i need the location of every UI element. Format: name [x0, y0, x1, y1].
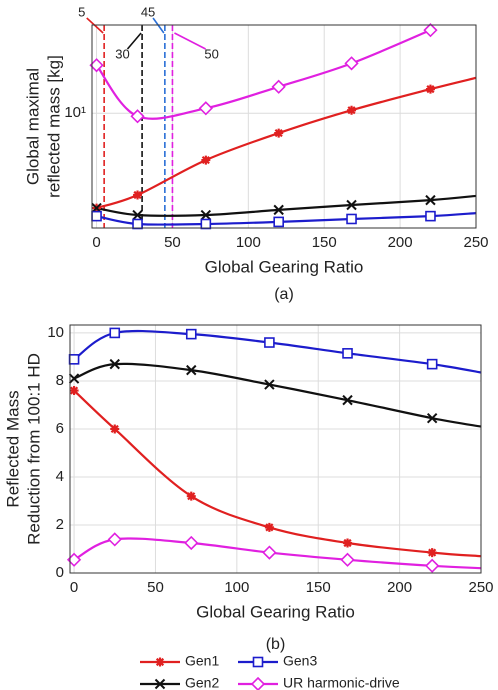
- y-tick-label: 2: [56, 516, 64, 533]
- x-tick-label: 250: [463, 234, 488, 251]
- x-tick-label: 200: [388, 234, 413, 251]
- marker: [426, 412, 438, 424]
- marker: [346, 213, 357, 225]
- marker: [264, 379, 275, 390]
- legend-marker: [154, 678, 166, 690]
- marker: [427, 548, 437, 558]
- legend-label: Gen3: [283, 653, 317, 669]
- legend-label: Gen1: [185, 653, 219, 669]
- x-tick-label: 0: [92, 234, 100, 251]
- legend-marker: [252, 656, 264, 668]
- marker: [133, 190, 143, 200]
- x-axis-label: Global Gearing Ratio: [205, 257, 364, 276]
- x-tick-label: 100: [236, 234, 261, 251]
- plot-frame: [69, 324, 482, 574]
- y-tick-label: 10¹: [64, 104, 86, 121]
- y-tick-label: 10: [47, 324, 64, 341]
- marker: [109, 327, 121, 339]
- plot-frame: [91, 24, 477, 229]
- marker: [344, 56, 359, 71]
- marker: [130, 109, 145, 124]
- annotation-label: 45: [141, 4, 155, 19]
- marker: [271, 79, 286, 94]
- marker: [132, 209, 143, 221]
- marker: [186, 491, 196, 501]
- marker: [342, 394, 353, 406]
- y-tick-label: 6: [56, 420, 64, 437]
- x-tick-label: 50: [147, 579, 164, 596]
- marker: [340, 552, 355, 567]
- marker: [342, 348, 353, 359]
- marker: [186, 364, 197, 376]
- x-tick-label: 250: [468, 579, 493, 596]
- marker: [68, 373, 80, 384]
- marker: [347, 105, 357, 115]
- marker: [273, 204, 284, 216]
- marker: [201, 155, 211, 165]
- marker: [426, 358, 438, 370]
- y-axis-label: Reflected Mass: [3, 390, 22, 507]
- marker: [343, 538, 353, 548]
- y-axis-label: Global maximal: [23, 68, 42, 185]
- marker: [200, 218, 212, 230]
- marker: [425, 194, 436, 206]
- plot-area: [92, 25, 476, 228]
- x-axis-label: Global Gearing Ratio: [196, 602, 355, 621]
- annotation-arrow: [126, 32, 142, 50]
- marker: [185, 328, 197, 340]
- y-axis-label: reflected mass [kg]: [44, 55, 63, 198]
- marker: [184, 535, 199, 551]
- x-tick-label: 0: [70, 579, 78, 596]
- marker: [198, 101, 213, 116]
- marker: [68, 354, 80, 365]
- marker: [425, 558, 440, 573]
- marker: [109, 358, 120, 370]
- marker: [89, 58, 104, 73]
- marker: [107, 532, 122, 547]
- marker: [264, 337, 275, 348]
- annotation-label: 50: [204, 46, 218, 61]
- y-tick-label: 8: [56, 372, 64, 389]
- marker: [91, 210, 102, 222]
- x-tick-label: 100: [224, 579, 249, 596]
- marker: [69, 386, 79, 396]
- marker: [132, 218, 143, 230]
- marker: [110, 424, 120, 434]
- legend-marker: [250, 676, 266, 690]
- annotation-label: 30: [115, 46, 129, 61]
- y-tick-label: 4: [56, 468, 64, 485]
- marker: [346, 199, 357, 211]
- plot-area: [70, 325, 481, 573]
- x-tick-label: 50: [164, 234, 181, 251]
- annotation-label: 5: [78, 4, 85, 19]
- marker: [262, 545, 277, 560]
- legend-label: Gen2: [185, 675, 219, 690]
- legend-marker: [155, 657, 165, 667]
- marker: [200, 209, 212, 221]
- caption: (b): [266, 636, 286, 653]
- marker: [273, 216, 284, 228]
- x-tick-label: 150: [306, 579, 331, 596]
- marker: [425, 210, 436, 222]
- marker: [425, 84, 435, 94]
- legend-label: UR harmonic-drive: [283, 675, 400, 690]
- y-axis-label: Reduction from 100:1 HD: [24, 353, 43, 545]
- marker: [264, 522, 274, 532]
- y-tick-label: 0: [56, 564, 64, 581]
- marker: [423, 23, 438, 38]
- caption: (a): [274, 286, 294, 303]
- annotation-arrow: [174, 32, 207, 50]
- x-tick-label: 150: [312, 234, 337, 251]
- marker: [274, 128, 284, 138]
- x-tick-label: 200: [387, 579, 412, 596]
